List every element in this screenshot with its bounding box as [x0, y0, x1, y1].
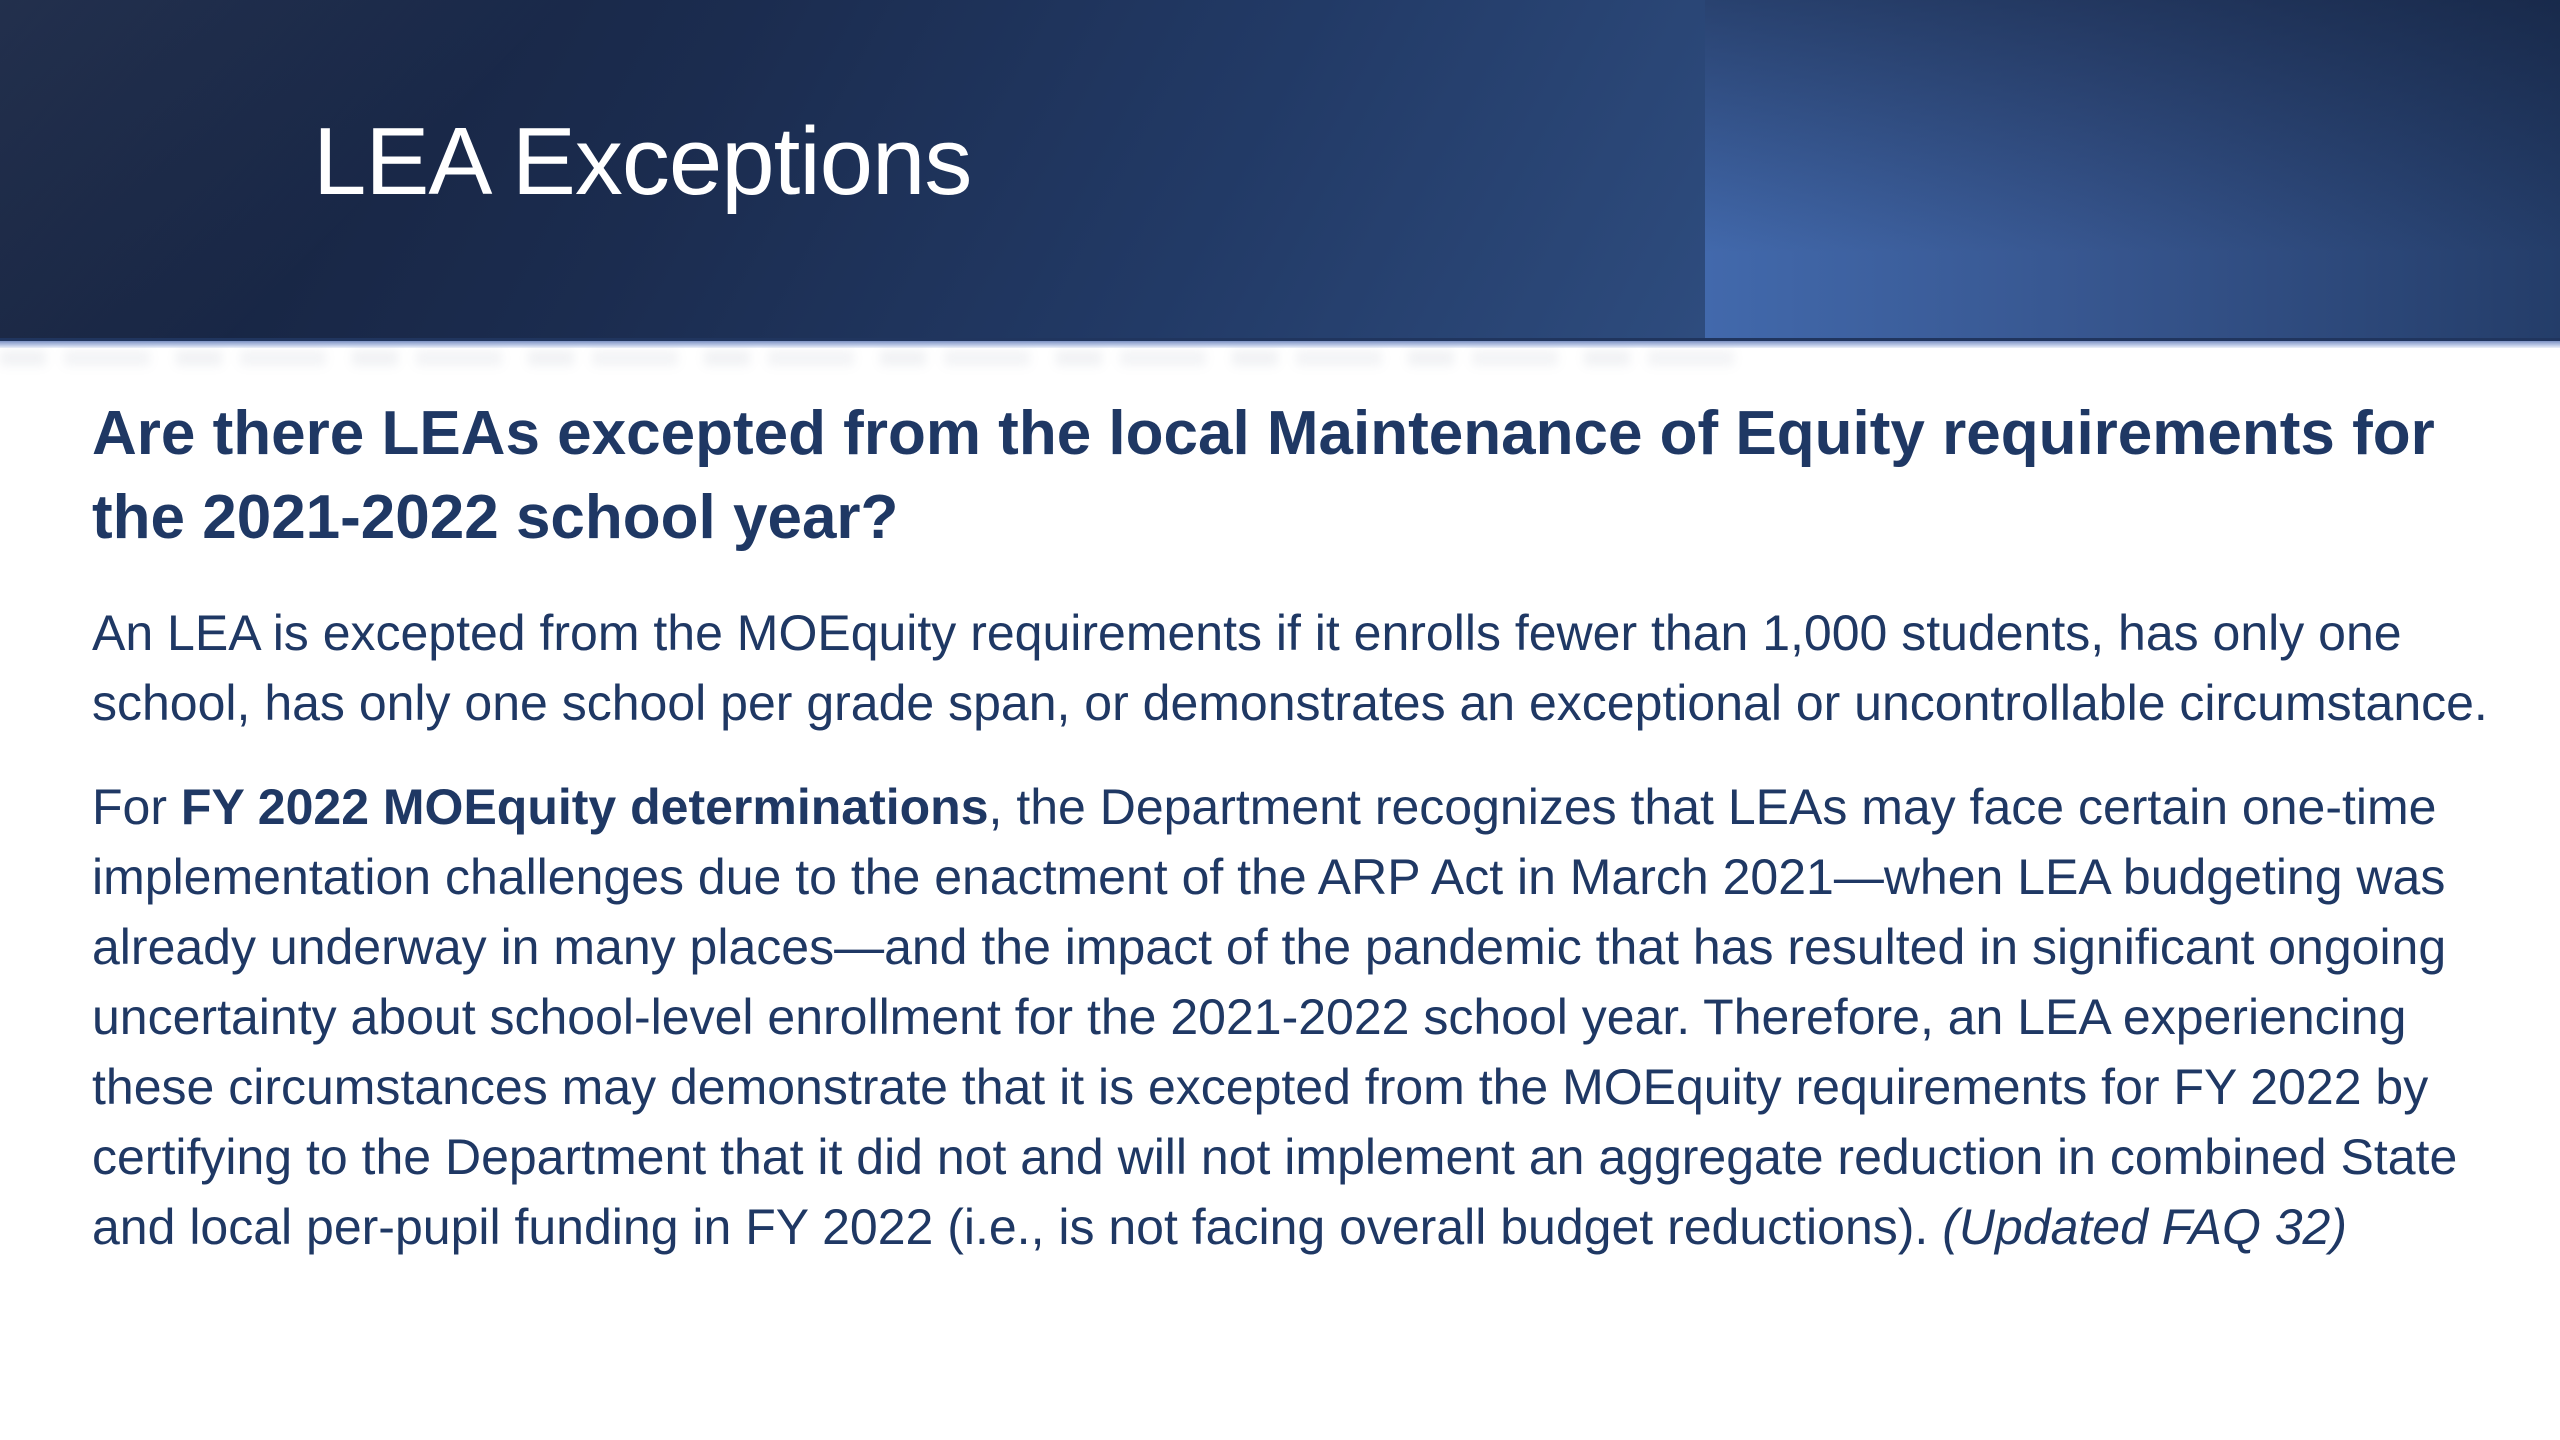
question-heading: Are there LEAs excepted from the local M…: [92, 399, 2435, 552]
banner-gradient-right: [1705, 0, 2560, 338]
paragraph-exceptions: An LEA is excepted from the MOEquity req…: [92, 605, 2488, 731]
text-segment: FY 2022 MOEquity determinations: [180, 779, 989, 835]
banner-gradient-left: [0, 0, 1705, 338]
ghost-text-artifact: [0, 350, 1741, 366]
slide-title: LEA Exceptions: [313, 108, 972, 215]
banner-bottom-edge: [0, 341, 2560, 348]
slide-body: Are there LEAs excepted from the local M…: [0, 392, 2560, 1262]
text-segment: (Updated FAQ 32): [1942, 1199, 2348, 1255]
text-segment: For: [92, 779, 181, 835]
paragraph-fy2022-determinations: For FY 2022 MOEquity determinations, the…: [92, 772, 2505, 1262]
slide-header-banner: LEA Exceptions: [0, 0, 2560, 341]
text-segment: , the Department recognizes that LEAs ma…: [92, 779, 2458, 1255]
